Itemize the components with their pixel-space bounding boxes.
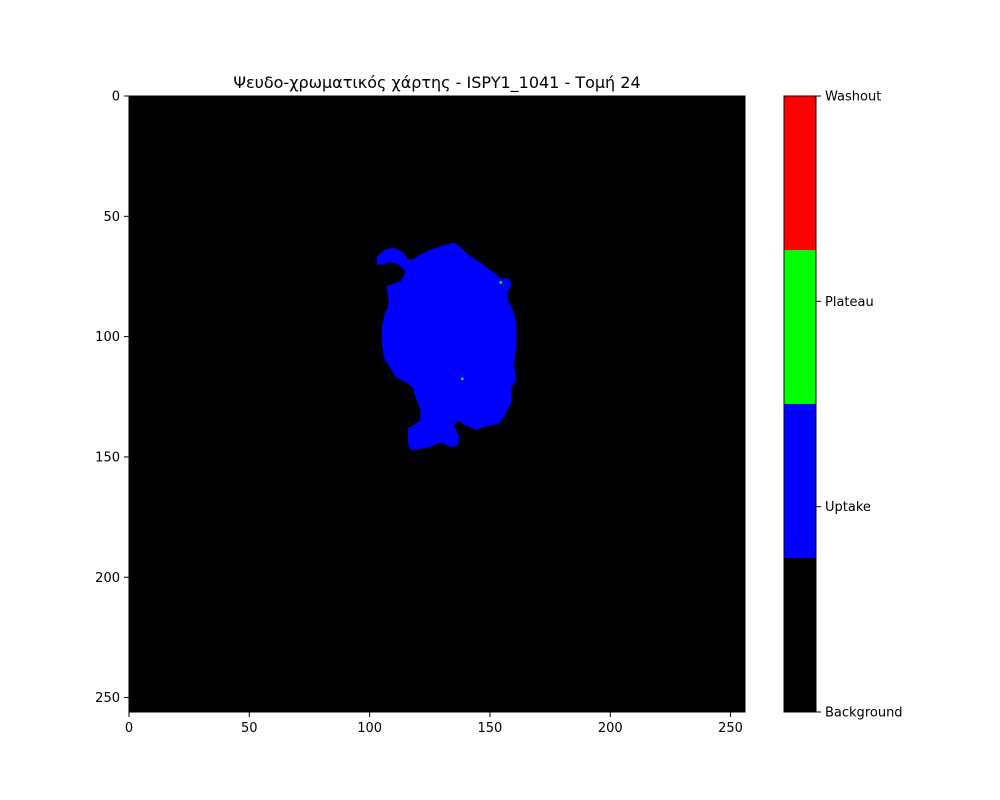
colorbar-tick-label: Uptake xyxy=(825,500,871,515)
x-tick-label: 50 xyxy=(241,721,258,736)
y-tick-label: 50 xyxy=(103,210,120,225)
y-tick-label: 250 xyxy=(95,691,120,706)
colorbar-segment-background xyxy=(784,558,816,712)
y-tick-label: 0 xyxy=(112,90,120,105)
plateau-pixel xyxy=(499,281,502,284)
x-axis: 0 50 100 150 200 250 xyxy=(125,712,743,736)
colorbar-segment-uptake xyxy=(784,404,816,558)
colorbar-frame xyxy=(783,95,817,713)
y-tick-label: 100 xyxy=(95,330,120,345)
y-tick-label: 150 xyxy=(95,450,120,465)
colorbar-tick-label: Plateau xyxy=(825,295,874,310)
colorbar: Background Uptake Plateau Washout xyxy=(783,90,903,721)
y-axis: 0 50 100 150 200 250 xyxy=(95,90,129,706)
uptake-region xyxy=(376,242,517,450)
x-tick-label: 250 xyxy=(718,721,743,736)
colorbar-tick-label: Background xyxy=(825,706,903,721)
plot-frame xyxy=(128,95,746,713)
x-tick-label: 100 xyxy=(357,721,382,736)
chart-title: Ψευδο-χρωματικός χάρτης - ISPY1_1041 - Τ… xyxy=(233,73,640,93)
y-tick-label: 200 xyxy=(95,571,120,586)
colorbar-tick-label: Washout xyxy=(825,90,881,105)
colorbar-segment-plateau xyxy=(784,250,816,404)
plateau-pixel xyxy=(461,377,464,380)
image-plot xyxy=(128,95,746,713)
colorbar-segment-washout xyxy=(784,96,816,250)
x-tick-label: 0 xyxy=(125,721,133,736)
x-tick-label: 200 xyxy=(598,721,623,736)
x-tick-label: 150 xyxy=(478,721,503,736)
